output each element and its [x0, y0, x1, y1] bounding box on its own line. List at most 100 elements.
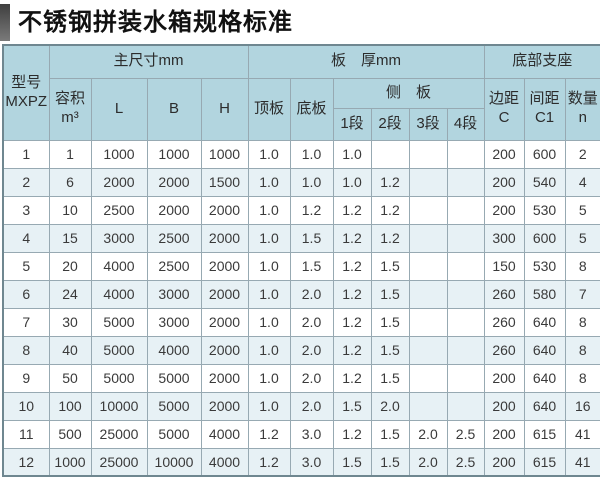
cell: 1.2 [370, 223, 410, 253]
cell [446, 195, 485, 225]
header-group-plate-thickness: 板 厚mm [247, 44, 485, 79]
table-row: 10 100 10000 5000 2000 1.0 2.0 1.5 2.0 200 640 16 [2, 391, 600, 421]
cell: 3000 [146, 307, 202, 337]
cell [408, 363, 448, 393]
title-accent-bar [0, 4, 10, 41]
cell: 580 [523, 279, 566, 309]
cell: 2.0 [408, 447, 448, 477]
cell: 1.0 [289, 167, 334, 197]
table-row: 6 24 4000 3000 2000 1.0 2.0 1.2 1.5 260 580 7 [2, 279, 600, 309]
cell: 1.5 [370, 279, 410, 309]
cell: 10000 [146, 447, 202, 477]
cell: 2.0 [289, 307, 334, 337]
cell: 16 [564, 391, 600, 421]
cell [446, 363, 485, 393]
cell: 30 [48, 307, 92, 337]
table-row: 5 20 4000 2500 2000 1.0 1.5 1.2 1.5 150 530 8 [2, 251, 600, 281]
table-body: 1 1 1000 1000 1000 1.0 1.0 1.0 200 600 2 2 6 2000 2000… [2, 139, 600, 477]
cell: 4 [2, 223, 50, 253]
cell: 7 [564, 279, 600, 309]
cell: 1000 [200, 139, 249, 169]
cell: 1.5 [370, 419, 410, 449]
cell: 2000 [200, 363, 249, 393]
cell: 9 [2, 363, 50, 393]
cell: 1.0 [247, 195, 291, 225]
cell: 1.5 [370, 363, 410, 393]
header-quantity: 数量 n [564, 77, 600, 141]
cell: 1500 [200, 167, 249, 197]
cell [408, 335, 448, 365]
cell: 1.0 [247, 363, 291, 393]
header-segment-3: 3段 [408, 107, 448, 141]
cell: 600 [523, 223, 566, 253]
cell: 600 [523, 139, 566, 169]
cell: 2.0 [289, 335, 334, 365]
cell: 200 [483, 195, 525, 225]
cell: 1 [48, 139, 92, 169]
header-model-line1: 型号 [11, 74, 42, 91]
header-segment-4: 4段 [446, 107, 485, 141]
header-width: B [146, 77, 202, 141]
cell: 200 [483, 447, 525, 477]
cell: 1.0 [247, 139, 291, 169]
header-segment-2: 2段 [370, 107, 410, 141]
cell [370, 139, 410, 169]
cell: 4000 [90, 279, 148, 309]
cell: 2000 [200, 391, 249, 421]
cell: 1.5 [289, 251, 334, 281]
header-volume-line2: m³ [61, 109, 79, 126]
cell: 2000 [90, 167, 148, 197]
cell: 1.0 [247, 223, 291, 253]
cell: 1.5 [370, 335, 410, 365]
header-spacing: 间距 C1 [523, 77, 566, 141]
cell: 530 [523, 195, 566, 225]
cell: 8 [564, 335, 600, 365]
cell: 530 [523, 251, 566, 281]
cell: 260 [483, 335, 525, 365]
cell: 150 [483, 251, 525, 281]
cell: 41 [564, 447, 600, 477]
cell: 5 [564, 223, 600, 253]
cell [408, 279, 448, 309]
cell: 1.2 [332, 195, 372, 225]
cell: 1000 [146, 139, 202, 169]
header-spacing-line2: C1 [534, 109, 555, 126]
cell: 1.2 [370, 195, 410, 225]
cell: 1.2 [332, 279, 372, 309]
cell: 3.0 [289, 419, 334, 449]
cell: 1.2 [332, 363, 372, 393]
cell: 1.5 [370, 447, 410, 477]
cell: 1.2 [289, 195, 334, 225]
cell: 8 [2, 335, 50, 365]
cell: 200 [483, 419, 525, 449]
header-length: L [90, 77, 148, 141]
header-segment-1: 1段 [332, 107, 372, 141]
cell [408, 167, 448, 197]
cell: 200 [483, 363, 525, 393]
cell: 1.2 [247, 419, 291, 449]
cell: 7 [2, 307, 50, 337]
cell: 8 [564, 251, 600, 281]
cell: 20 [48, 251, 92, 281]
cell: 5000 [90, 307, 148, 337]
cell: 1.0 [247, 167, 291, 197]
header-volume: 容积 m³ [48, 77, 92, 141]
cell: 300 [483, 223, 525, 253]
table-row: 11 500 25000 5000 4000 1.2 3.0 1.2 1.5 2.0 2.5 200 6… [2, 419, 600, 449]
table-row: 4 15 3000 2500 2000 1.0 1.5 1.2 1.2 300 600 5 [2, 223, 600, 253]
cell: 2500 [146, 251, 202, 281]
cell: 1.0 [247, 251, 291, 281]
cell: 2500 [90, 195, 148, 225]
cell [408, 195, 448, 225]
cell: 615 [523, 447, 566, 477]
cell: 24 [48, 279, 92, 309]
cell: 15 [48, 223, 92, 253]
cell: 100 [48, 391, 92, 421]
cell: 10000 [90, 391, 148, 421]
cell: 3.0 [289, 447, 334, 477]
header-model-line2: MXPZ [5, 92, 48, 110]
table-row: 9 50 5000 5000 2000 1.0 2.0 1.2 1.5 200 640 8 [2, 363, 600, 393]
cell: 2 [2, 167, 50, 197]
cell: 6 [2, 279, 50, 309]
